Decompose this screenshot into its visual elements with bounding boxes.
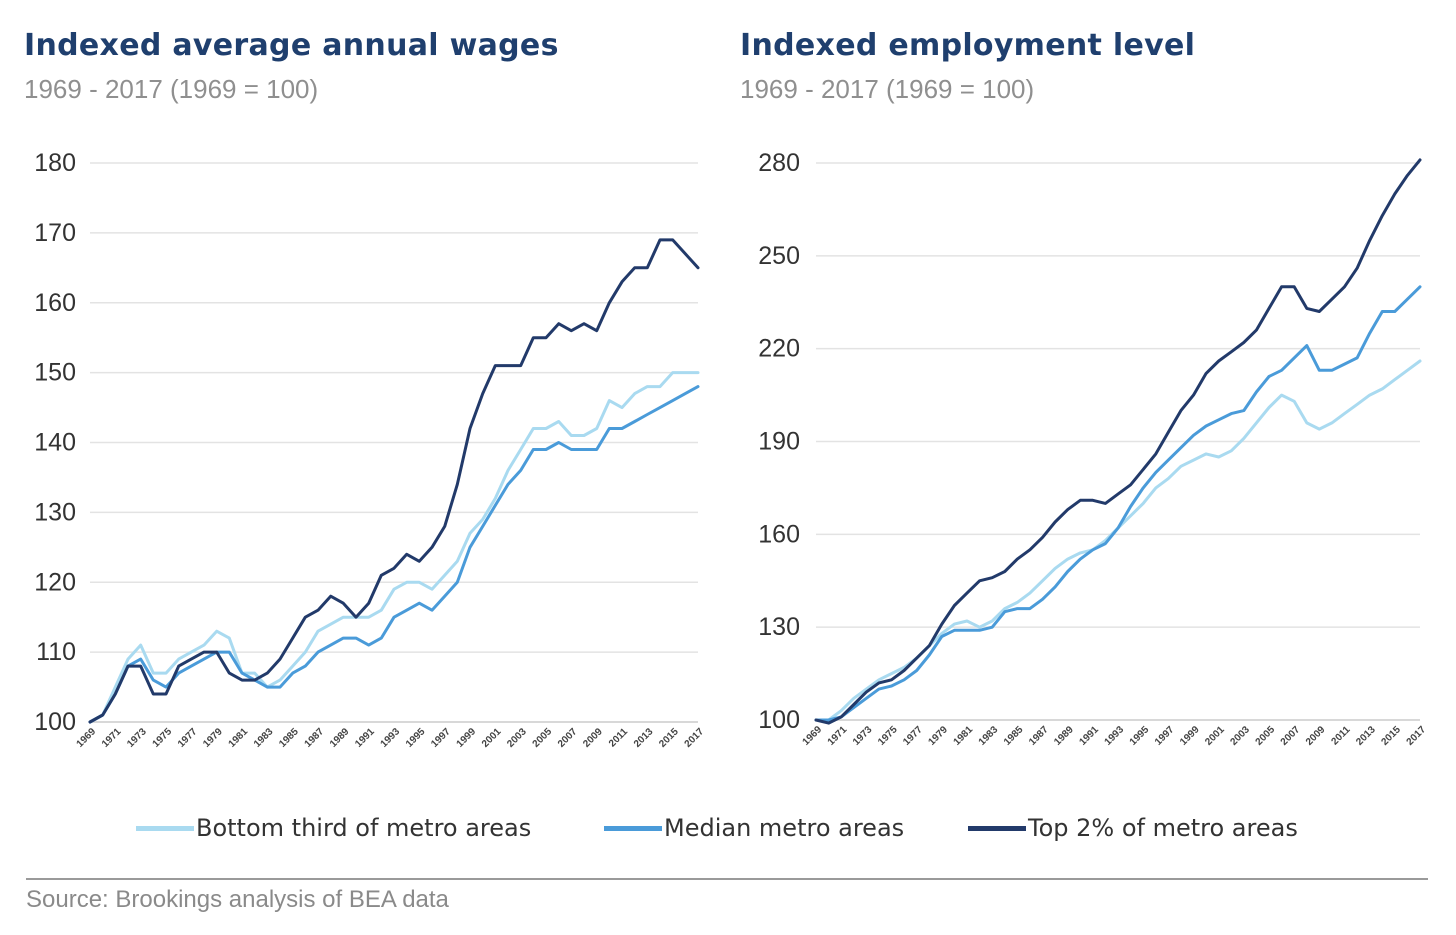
wages-y-tick-label-100: 100 xyxy=(34,708,76,736)
wages-x-tick-label-1991: 1991 xyxy=(353,726,377,750)
wages-y-tick-label-180: 180 xyxy=(34,149,76,177)
employment-x-tick-label-2007: 2007 xyxy=(1279,724,1303,748)
employment-chart-title: Indexed employment level xyxy=(740,28,1196,63)
employment-x-tick-label-2011: 2011 xyxy=(1329,724,1352,747)
wages-x-tick-label-1993: 1993 xyxy=(379,726,403,750)
employment-x-tick-label-2013: 2013 xyxy=(1354,724,1378,748)
employment-x-tick-label-1971: 1971 xyxy=(826,724,850,748)
employment-line-top-2pct xyxy=(814,158,1422,725)
wages-x-tick-label-1989: 1989 xyxy=(328,726,352,750)
wages-chart-subtitle: 1969 - 2017 (1969 = 100) xyxy=(24,74,319,104)
wages-line-median xyxy=(88,385,700,724)
employment-x-tick-label-1999: 1999 xyxy=(1178,724,1202,748)
legend-bottom-third: Bottom third of metro areas xyxy=(136,808,531,848)
employment-x-tick-label-1981: 1981 xyxy=(952,724,976,748)
wages-y-tick-label-150: 150 xyxy=(34,359,76,387)
employment-x-tick-label-1989: 1989 xyxy=(1052,724,1076,748)
employment-line-median xyxy=(814,285,1422,722)
legend-swatch-bottom-third xyxy=(136,825,194,831)
wages-x-tick-label-1987: 1987 xyxy=(303,726,327,750)
legend-median: Median metro areas xyxy=(604,808,904,848)
wages-x-tick-label-2007: 2007 xyxy=(556,726,580,750)
employment-x-tick-label-1979: 1979 xyxy=(926,724,950,748)
wages-x-tick-label-1979: 1979 xyxy=(201,726,225,750)
employment-y-tick-label-160: 160 xyxy=(758,520,800,548)
wages-x-tick-label-2011: 2011 xyxy=(607,726,630,749)
wages-line-top-2pct xyxy=(88,238,700,724)
footer-divider xyxy=(26,878,1428,880)
wages-x-tick-label-1999: 1999 xyxy=(455,726,479,750)
employment-y-tick-label-130: 130 xyxy=(758,613,800,641)
employment-x-tick-label-1975: 1975 xyxy=(876,724,900,748)
legend-label-median: Median metro areas xyxy=(664,814,905,842)
wages-x-tick-label-1969: 1969 xyxy=(75,726,99,750)
employment-x-tick-label-1973: 1973 xyxy=(851,724,875,748)
employment-x-tick-label-1993: 1993 xyxy=(1103,724,1127,748)
employment-x-tick-label-2017: 2017 xyxy=(1405,724,1429,748)
employment-x-tick-label-2001: 2001 xyxy=(1203,724,1227,748)
wages-x-tick-label-1977: 1977 xyxy=(176,726,200,750)
source-note: Source: Brookings analysis of BEA data xyxy=(26,886,449,913)
wages-x-tick-label-1997: 1997 xyxy=(429,726,453,750)
wages-x-tick-label-1973: 1973 xyxy=(125,726,149,750)
employment-y-tick-label-250: 250 xyxy=(758,242,800,270)
employment-y-tick-label-220: 220 xyxy=(758,335,800,363)
employment-x-tick-label-2003: 2003 xyxy=(1228,724,1252,748)
wages-x-tick-label-1975: 1975 xyxy=(151,726,175,750)
employment-x-tick-label-1969: 1969 xyxy=(801,724,825,748)
wages-x-tick-label-2005: 2005 xyxy=(531,726,555,750)
wages-x-tick-label-1981: 1981 xyxy=(227,726,251,750)
employment-chart-subtitle: 1969 - 2017 (1969 = 100) xyxy=(740,74,1035,104)
employment-x-tick-label-1983: 1983 xyxy=(977,724,1001,748)
wages-x-tick-label-2001: 2001 xyxy=(480,726,504,750)
wages-y-tick-label-120: 120 xyxy=(34,568,76,596)
wages-x-tick-label-2017: 2017 xyxy=(683,726,707,750)
wages-x-tick-label-2003: 2003 xyxy=(505,726,529,750)
employment-y-tick-label-100: 100 xyxy=(758,706,800,734)
wages-y-tick-label-160: 160 xyxy=(34,289,76,317)
employment-x-tick-label-2009: 2009 xyxy=(1304,724,1328,748)
wages-chart-title: Indexed average annual wages xyxy=(24,28,559,63)
wages-x-tick-label-1971: 1971 xyxy=(100,726,124,750)
employment-x-tick-label-1997: 1997 xyxy=(1153,724,1177,748)
employment-y-tick-label-280: 280 xyxy=(758,149,800,177)
employment-x-tick-label-2005: 2005 xyxy=(1254,724,1278,748)
legend-swatch-top-2pct xyxy=(968,825,1026,831)
employment-x-tick-label-2015: 2015 xyxy=(1379,724,1403,748)
wages-x-tick-label-2015: 2015 xyxy=(657,726,681,750)
wages-x-tick-label-2013: 2013 xyxy=(632,726,656,750)
employment-x-tick-label-1991: 1991 xyxy=(1077,724,1101,748)
wages-x-tick-label-2009: 2009 xyxy=(581,726,605,750)
legend-swatch-median xyxy=(604,825,662,831)
wages-line-bottom-third xyxy=(88,371,700,724)
employment-x-tick-label-1977: 1977 xyxy=(901,724,925,748)
wages-y-tick-label-110: 110 xyxy=(36,638,76,666)
wages-x-tick-label-1995: 1995 xyxy=(404,726,428,750)
legend-label-bottom-third: Bottom third of metro areas xyxy=(196,814,532,842)
wages-y-tick-label-140: 140 xyxy=(34,429,76,457)
wages-x-tick-label-1985: 1985 xyxy=(277,726,301,750)
wages-y-tick-label-130: 130 xyxy=(34,498,76,526)
employment-x-tick-label-1985: 1985 xyxy=(1002,724,1026,748)
employment-x-tick-label-1995: 1995 xyxy=(1128,724,1152,748)
legend-top-2pct: Top 2% of metro areas xyxy=(968,808,1298,848)
employment-x-tick-label-1987: 1987 xyxy=(1027,724,1051,748)
employment-y-tick-label-190: 190 xyxy=(758,428,800,456)
legend-label-top-2pct: Top 2% of metro areas xyxy=(1028,814,1298,842)
wages-x-tick-label-1983: 1983 xyxy=(252,726,276,750)
wages-y-tick-label-170: 170 xyxy=(34,219,76,247)
